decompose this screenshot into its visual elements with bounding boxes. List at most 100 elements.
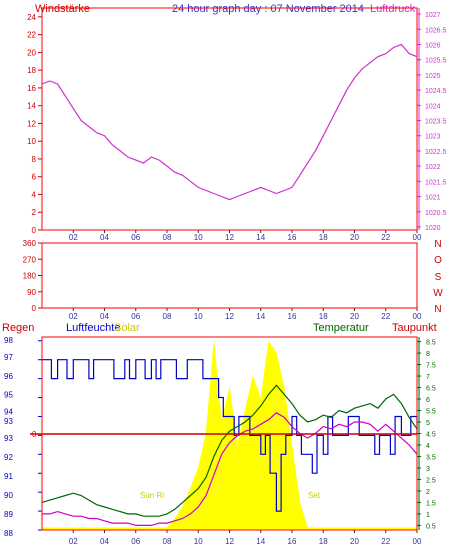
pressure-tick-label: 1022	[425, 164, 441, 171]
x-tick-label: 14	[256, 537, 265, 546]
direction-tick-label: 360	[23, 239, 37, 248]
temperature-label: Temperatur	[313, 322, 369, 334]
x-tick-label: 12	[225, 233, 234, 242]
panel1-frame	[41, 7, 418, 231]
humidity-tick-label: 92	[4, 453, 13, 462]
temperature-tick-label: 1.5	[426, 500, 436, 507]
x-tick-label: 00	[413, 233, 422, 242]
sunset-label: Set	[308, 491, 321, 500]
temperature-tick-label: 0.5	[426, 523, 436, 530]
pressure-tick-label: 1025	[425, 73, 441, 80]
pressure-tick-label: 1024.5	[425, 88, 447, 95]
compass-label: W	[433, 288, 443, 299]
chart-title: 24 hour graph day : 07 November 2014	[172, 3, 364, 15]
x-tick-label: 06	[131, 537, 140, 546]
x-tick-label: 16	[288, 312, 297, 321]
temperature-tick-label: 5.5	[426, 409, 436, 416]
humidity-tick-label: 96	[4, 372, 13, 381]
humidity-tick-label: 89	[4, 510, 13, 519]
direction-tick-label: 0	[32, 304, 37, 313]
humidity-tick-label: 97	[4, 353, 13, 362]
temperature-tick-label: 5	[426, 420, 430, 427]
pressure-label: Luftdruck	[370, 3, 416, 15]
x-tick-label: 06	[131, 312, 140, 321]
wind-tick-label: 20	[27, 48, 36, 57]
humidity-label: Luftfeuchte	[66, 322, 120, 334]
humidity-tick-label: 95	[4, 391, 13, 400]
pressure-tick-label: 1023.5	[425, 119, 447, 126]
humidity-tick-label: 98	[4, 336, 13, 345]
pressure-tick-label: 1022.5	[425, 149, 447, 156]
humidity-tick-label: 88	[4, 529, 13, 538]
solar-label: Solar	[114, 322, 140, 334]
wind-tick-label: 2	[32, 208, 37, 217]
x-tick-label: 12	[225, 312, 234, 321]
pressure-tick-label: 1021	[425, 195, 441, 202]
temperature-tick-label: 2	[426, 489, 430, 496]
wind-tick-label: 18	[27, 66, 36, 75]
humidity-tick-label: 93	[4, 417, 13, 426]
x-tick-label: 08	[163, 537, 172, 546]
pressure-tick-label: 1027	[425, 12, 441, 19]
compass-label: O	[434, 255, 442, 266]
pressure-tick-label: 1020.5	[425, 210, 447, 217]
x-tick-label: 14	[256, 312, 265, 321]
x-tick-label: 16	[288, 537, 297, 546]
pressure-tick-label: 1026.5	[425, 27, 447, 34]
x-tick-label: 22	[381, 233, 390, 242]
x-tick-label: 02	[69, 537, 78, 546]
humidity-tick-label: 91	[4, 472, 13, 481]
humidity-tick-label: 94	[4, 408, 13, 417]
pressure-tick-label: 1020	[425, 225, 441, 232]
temperature-tick-label: 4	[426, 443, 430, 450]
dewpoint-label: Taupunkt	[392, 322, 437, 334]
x-tick-label: 02	[69, 233, 78, 242]
panel3-axes: 8889909192939394959697980.511.522.533.54…	[4, 336, 436, 546]
solar-series-area	[41, 340, 418, 531]
dewpoint-series-line	[42, 412, 418, 527]
temperature-tick-label: 6.5	[426, 386, 436, 393]
wind-tick-label: 24	[27, 13, 36, 22]
temperature-tick-label: 8	[426, 351, 430, 358]
x-tick-label: 04	[100, 537, 109, 546]
wind-tick-label: 4	[32, 190, 37, 199]
panel1-axes: 02468101214161820222410201020.510211021.…	[27, 8, 447, 242]
x-tick-label: 06	[131, 233, 140, 242]
x-tick-label: 04	[100, 233, 109, 242]
compass-label: N	[434, 304, 441, 315]
x-tick-label: 20	[350, 537, 359, 546]
x-tick-label: 22	[381, 537, 390, 546]
panel3-frame	[41, 336, 418, 531]
temperature-tick-label: 7	[426, 374, 430, 381]
pressure-series-line	[41, 43, 418, 201]
wind-tick-label: 16	[27, 84, 36, 93]
wind-tick-label: 22	[27, 31, 36, 40]
humidity-tick-label: 90	[4, 491, 13, 500]
wind-tick-label: 8	[32, 155, 37, 164]
panel2-frame	[41, 242, 418, 309]
pressure-tick-label: 1024	[425, 103, 441, 110]
wind-speed-label: Windstärke	[35, 3, 90, 15]
x-tick-label: 18	[319, 233, 328, 242]
temperature-tick-label: 8.5	[426, 340, 436, 347]
temperature-tick-label: 3.5	[426, 454, 436, 461]
temperature-tick-label: 4.5	[426, 432, 436, 439]
x-tick-label: 04	[100, 312, 109, 321]
x-tick-label: 08	[163, 312, 172, 321]
wind-tick-label: 14	[27, 102, 36, 111]
x-tick-label: 22	[381, 312, 390, 321]
pressure-tick-label: 1025.5	[425, 58, 447, 65]
x-tick-label: 18	[319, 312, 328, 321]
direction-tick-label: 90	[27, 288, 36, 297]
wind-tick-label: 12	[27, 119, 36, 128]
x-tick-label: 00	[413, 312, 422, 321]
temperature-tick-label: 1	[426, 512, 430, 519]
pressure-tick-label: 1021.5	[425, 179, 447, 186]
x-tick-label: 20	[350, 312, 359, 321]
compass-label: S	[435, 272, 442, 283]
x-tick-label: 10	[194, 233, 203, 242]
wind-tick-label: 0	[32, 226, 37, 235]
humidity-tick-label: 93	[4, 434, 13, 443]
